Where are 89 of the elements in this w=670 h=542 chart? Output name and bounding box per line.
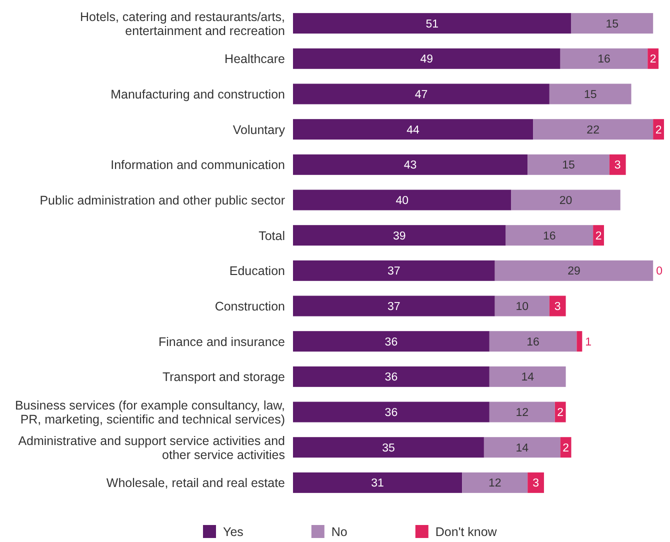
bar — [576, 331, 582, 352]
data-label: 36 — [384, 372, 398, 384]
bar — [293, 13, 572, 34]
data-label: 15 — [584, 88, 597, 101]
y-tick-label: Transport and storage — [162, 370, 286, 384]
bar — [571, 13, 654, 34]
bar — [293, 154, 528, 175]
data-label: 16 — [598, 54, 610, 66]
bar — [293, 366, 490, 387]
bar — [293, 472, 462, 493]
data-label: 3 — [614, 160, 621, 172]
bar — [528, 472, 544, 493]
bar — [484, 437, 560, 458]
data-label: 2 — [557, 407, 564, 420]
data-label: 29 — [568, 266, 580, 278]
bar — [489, 402, 555, 422]
data-label: 2 — [562, 442, 569, 454]
bar — [462, 472, 528, 493]
bar — [560, 48, 648, 69]
data-label: 1 — [585, 336, 592, 348]
data-label: 2 — [595, 230, 602, 242]
legend-label: Don't know — [435, 525, 498, 539]
data-label: 47 — [414, 88, 428, 101]
bar — [293, 48, 560, 69]
bar — [560, 437, 572, 458]
y-tick-label: Business services (for example consultancy, law, PR, marketing, scientific and technical services) — [14, 398, 285, 427]
bar — [293, 437, 484, 458]
y-tick-label: Manufacturing and construction — [110, 87, 286, 102]
legend-label: Yes — [223, 525, 244, 539]
y-tick-label: Hotels, catering and restaurants/arts, entertainment and recreation — [80, 10, 286, 38]
data-label: 3 — [554, 301, 561, 314]
y-tick-label: Total — [258, 228, 285, 243]
data-label: 14 — [516, 442, 530, 454]
bar — [528, 154, 610, 175]
data-label: 12 — [516, 407, 529, 420]
y-tick-label: Information and communication — [110, 158, 286, 172]
bar — [293, 331, 490, 352]
y-tick-label: Wholesale, retail and real estate — [106, 476, 286, 490]
data-label: 2 — [650, 54, 656, 66]
bar — [533, 119, 654, 140]
data-label: 15 — [606, 18, 619, 30]
bar — [293, 119, 534, 140]
data-label: 12 — [488, 478, 502, 490]
data-label: 20 — [559, 194, 572, 207]
bar — [293, 225, 506, 246]
data-label: 3 — [532, 478, 539, 490]
data-label: 36 — [384, 407, 398, 420]
data-label: 44 — [406, 124, 420, 136]
bar — [494, 260, 654, 281]
bar — [293, 190, 512, 210]
data-label: 2 — [655, 124, 662, 136]
bar — [293, 402, 490, 422]
bar — [494, 296, 550, 316]
data-label: 10 — [516, 301, 529, 314]
bar — [554, 402, 566, 422]
data-label: 31 — [371, 478, 384, 490]
data-label: 49 — [420, 54, 434, 66]
data-label: 39 — [392, 230, 406, 242]
bar — [506, 225, 594, 246]
data-label: 43 — [404, 160, 417, 172]
data-label: 0 — [656, 266, 662, 278]
data-label: 51 — [426, 18, 439, 30]
data-label: 37 — [388, 301, 400, 314]
legend-label: No — [331, 525, 348, 539]
bar — [489, 366, 566, 387]
y-tick-label: Healthcare — [224, 52, 286, 66]
bar — [511, 190, 620, 210]
data-label: 16 — [543, 230, 556, 242]
y-tick-label: Voluntary — [232, 122, 286, 137]
bar — [489, 331, 577, 352]
data-label: 40 — [396, 194, 409, 207]
y-tick-label: Finance and insurance — [158, 334, 286, 349]
bar — [549, 84, 632, 104]
data-label: 37 — [388, 266, 400, 278]
data-label: 36 — [384, 336, 398, 348]
y-tick-label: Public administration and other public sector — [40, 193, 285, 208]
y-tick-label: Construction — [214, 300, 286, 314]
bar — [293, 260, 495, 281]
bar — [293, 84, 550, 104]
data-label: 14 — [521, 372, 535, 384]
bar — [293, 296, 495, 316]
data-label: 15 — [562, 160, 575, 172]
bar — [609, 154, 626, 175]
bar — [549, 296, 566, 316]
data-label: 35 — [382, 442, 395, 454]
y-tick-label: Education — [229, 264, 286, 278]
data-label: 16 — [526, 336, 540, 348]
y-tick-label: Administrative and support service activities and other service activities — [18, 434, 286, 462]
data-label: 22 — [586, 124, 600, 136]
